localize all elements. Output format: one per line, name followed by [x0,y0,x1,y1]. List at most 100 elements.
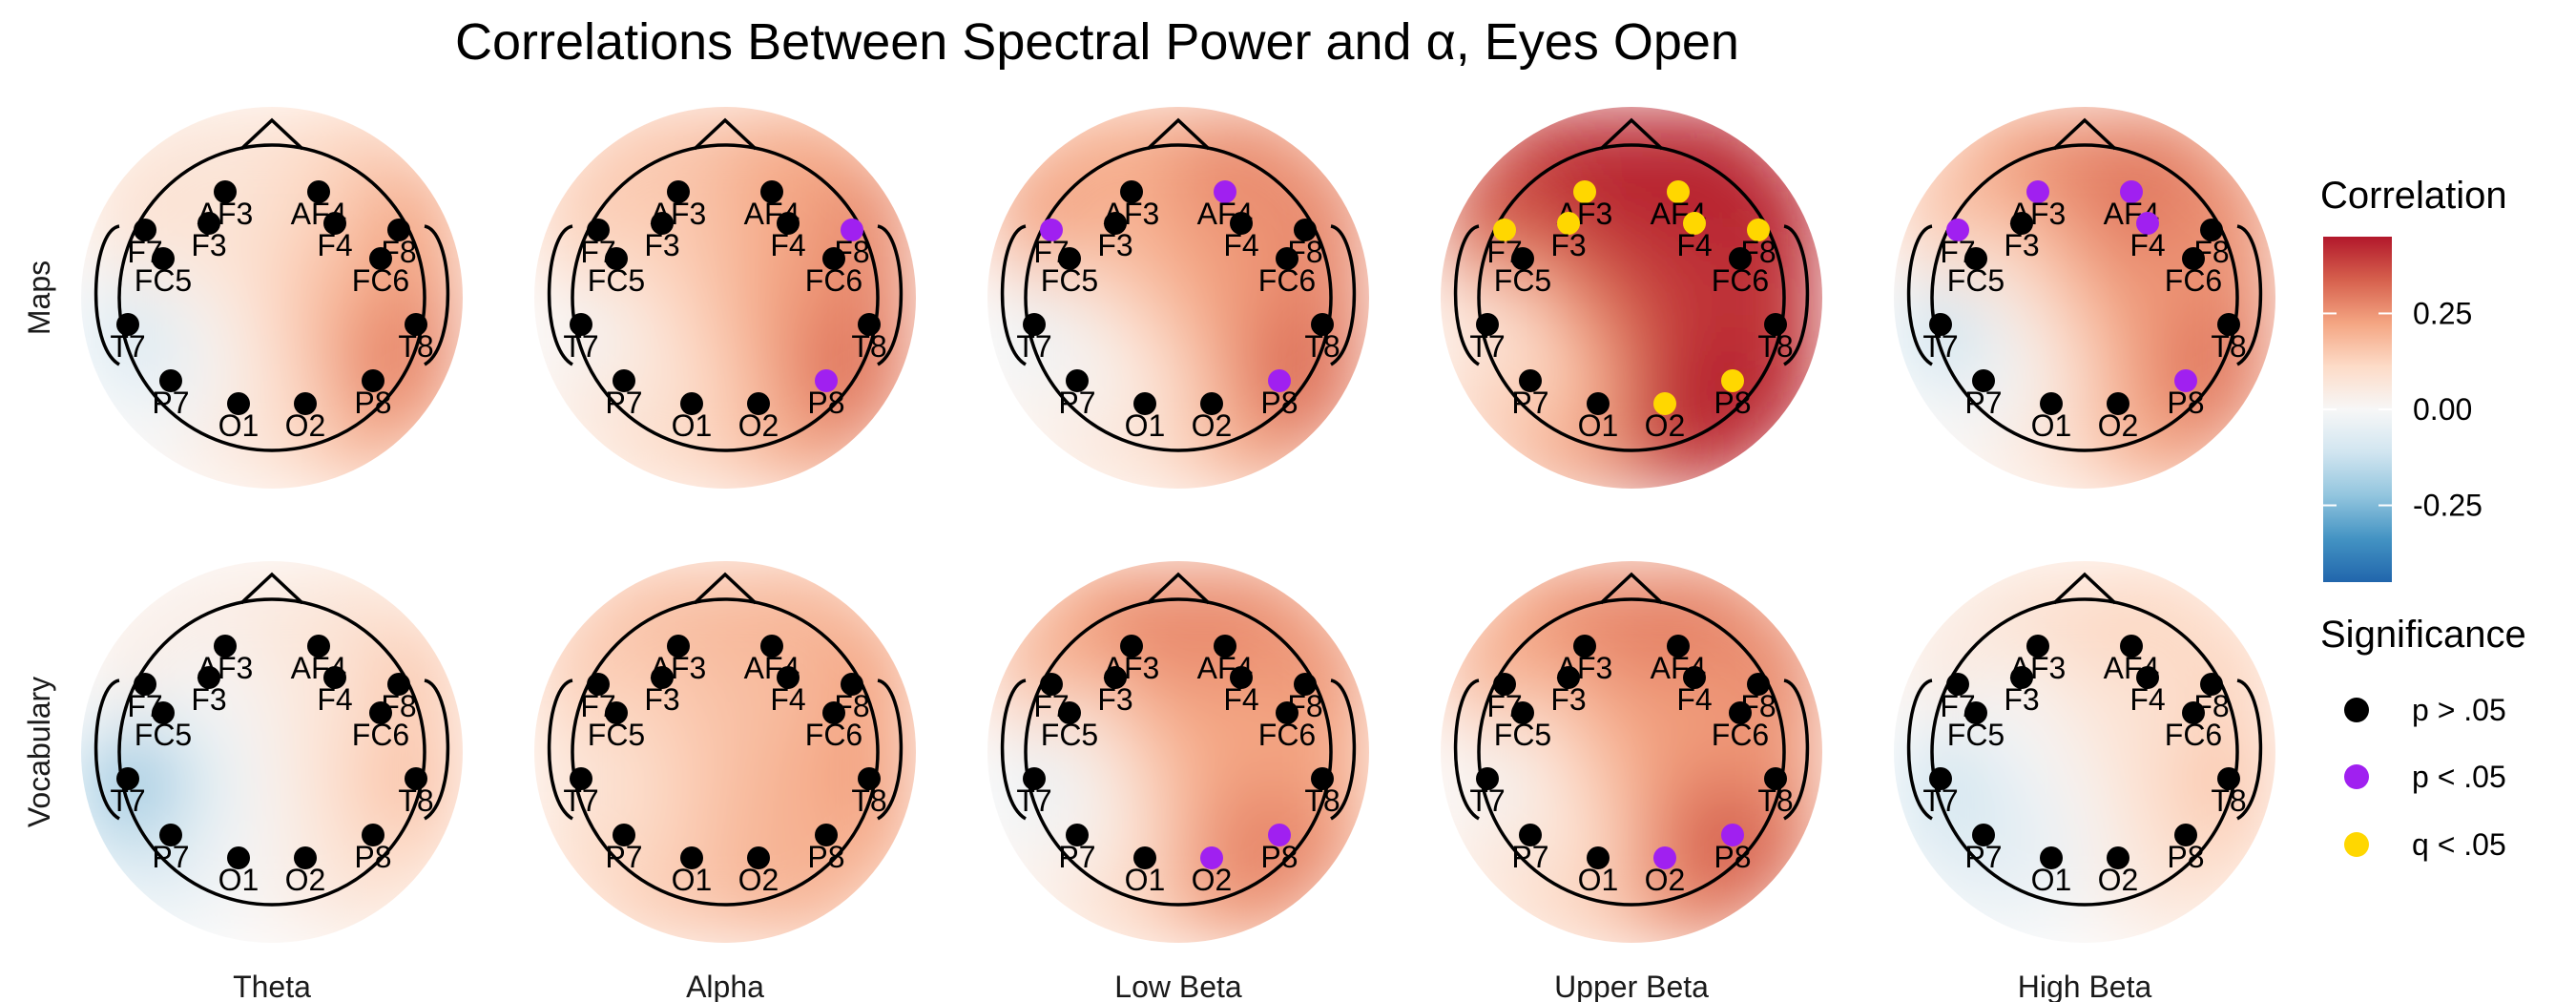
topo-cell [855,790,870,805]
topo-cell [1894,275,1909,290]
topo-cell [1094,912,1110,928]
topo-cell [81,790,96,805]
topo-cell [188,622,203,637]
topo-cell [626,214,641,229]
topo-cell [310,260,325,275]
topo-cell [1216,321,1232,336]
topo-cell [550,214,565,229]
topo-cell [2062,336,2077,351]
topo-cell [1018,790,1033,805]
topo-cell [1308,744,1323,760]
topo-cell [855,412,870,428]
topo-cell [1593,260,1609,275]
topo-cell [611,928,626,943]
topo-cell [748,183,763,198]
topo-cell [1155,290,1171,305]
topo-cell [218,928,234,943]
topo-cell [432,821,447,836]
topo-cell [626,592,641,607]
topo-cell [1731,198,1746,214]
topo-cell [2092,351,2108,366]
topo-cell [672,866,687,882]
topo-cell [1563,744,1578,760]
topo-cell [1278,168,1293,183]
topo-cell [1471,790,1486,805]
topo-cell [840,183,855,198]
topo-cell [295,668,310,683]
topo-cell [733,183,748,198]
topo-cell [733,382,748,397]
topo-cell [855,637,870,653]
topo-cell [824,729,840,744]
topo-cell [1049,607,1064,622]
topo-cell [447,637,463,653]
topo-cell [1517,912,1532,928]
topo-cell [687,714,702,729]
topo-cell [264,760,280,775]
topo-cell [717,668,733,683]
topo-cell [656,473,672,489]
topo-cell [1441,668,1456,683]
topo-cell [417,382,432,397]
topo-cell [1216,382,1232,397]
topo-cell [2123,290,2138,305]
electrode-label-fc6: FC6 [1712,263,1769,298]
topo-cell [672,714,687,729]
topo-cell [1685,244,1700,260]
topo-cell [595,637,611,653]
topo-cell [81,775,96,790]
topo-cell [1186,351,1201,366]
topo-cell [234,607,249,622]
topo-cell [901,790,916,805]
topo-cell [341,321,356,336]
topo-cell [325,260,341,275]
topo-cell [1278,412,1293,428]
topo-cell [2001,183,2016,198]
topo-cell [356,668,371,683]
topo-cell [1094,821,1110,836]
topo-cell [280,214,295,229]
topo-cell [356,760,371,775]
topo-cell [1247,397,1262,412]
topo-cell [432,366,447,382]
topo-cell [1262,153,1278,168]
topo-cell [371,592,386,607]
topo-cell [1232,790,1247,805]
topo-cell [1517,351,1532,366]
topo-cell [1018,198,1033,214]
topo-cell [249,336,264,351]
topo-cell [173,183,188,198]
topo-cell [763,382,779,397]
topo-cell [325,473,341,489]
topo-cell [1155,321,1171,336]
topo-cell [2108,229,2123,244]
topo-cell [824,290,840,305]
topo-cell [611,412,626,428]
topo-cell [234,168,249,183]
topo-cell [157,866,173,882]
topo-cell [142,321,157,336]
topo-cell [1639,366,1654,382]
topo-cell [1940,382,1955,397]
topo-cell [1110,592,1125,607]
topo-cell [2138,366,2153,382]
topo-cell [1548,744,1563,760]
topo-cell [1186,244,1201,260]
topo-cell [386,622,402,637]
topo-cell [142,790,157,805]
topo-cell [2230,397,2245,412]
topo-cell [1761,443,1776,458]
topo-cell [341,561,356,576]
topo-cell [2153,321,2169,336]
topo-cell [1685,290,1700,305]
topo-cell [234,882,249,897]
topo-cell [1278,882,1293,897]
topo-cell [310,836,325,851]
topo-cell [626,275,641,290]
topo-cell [371,412,386,428]
topo-cell [203,198,218,214]
topo-cell [1033,607,1049,622]
topo-cell [687,576,702,592]
topo-cell [1970,458,1985,473]
topo-cell [1700,305,1715,321]
